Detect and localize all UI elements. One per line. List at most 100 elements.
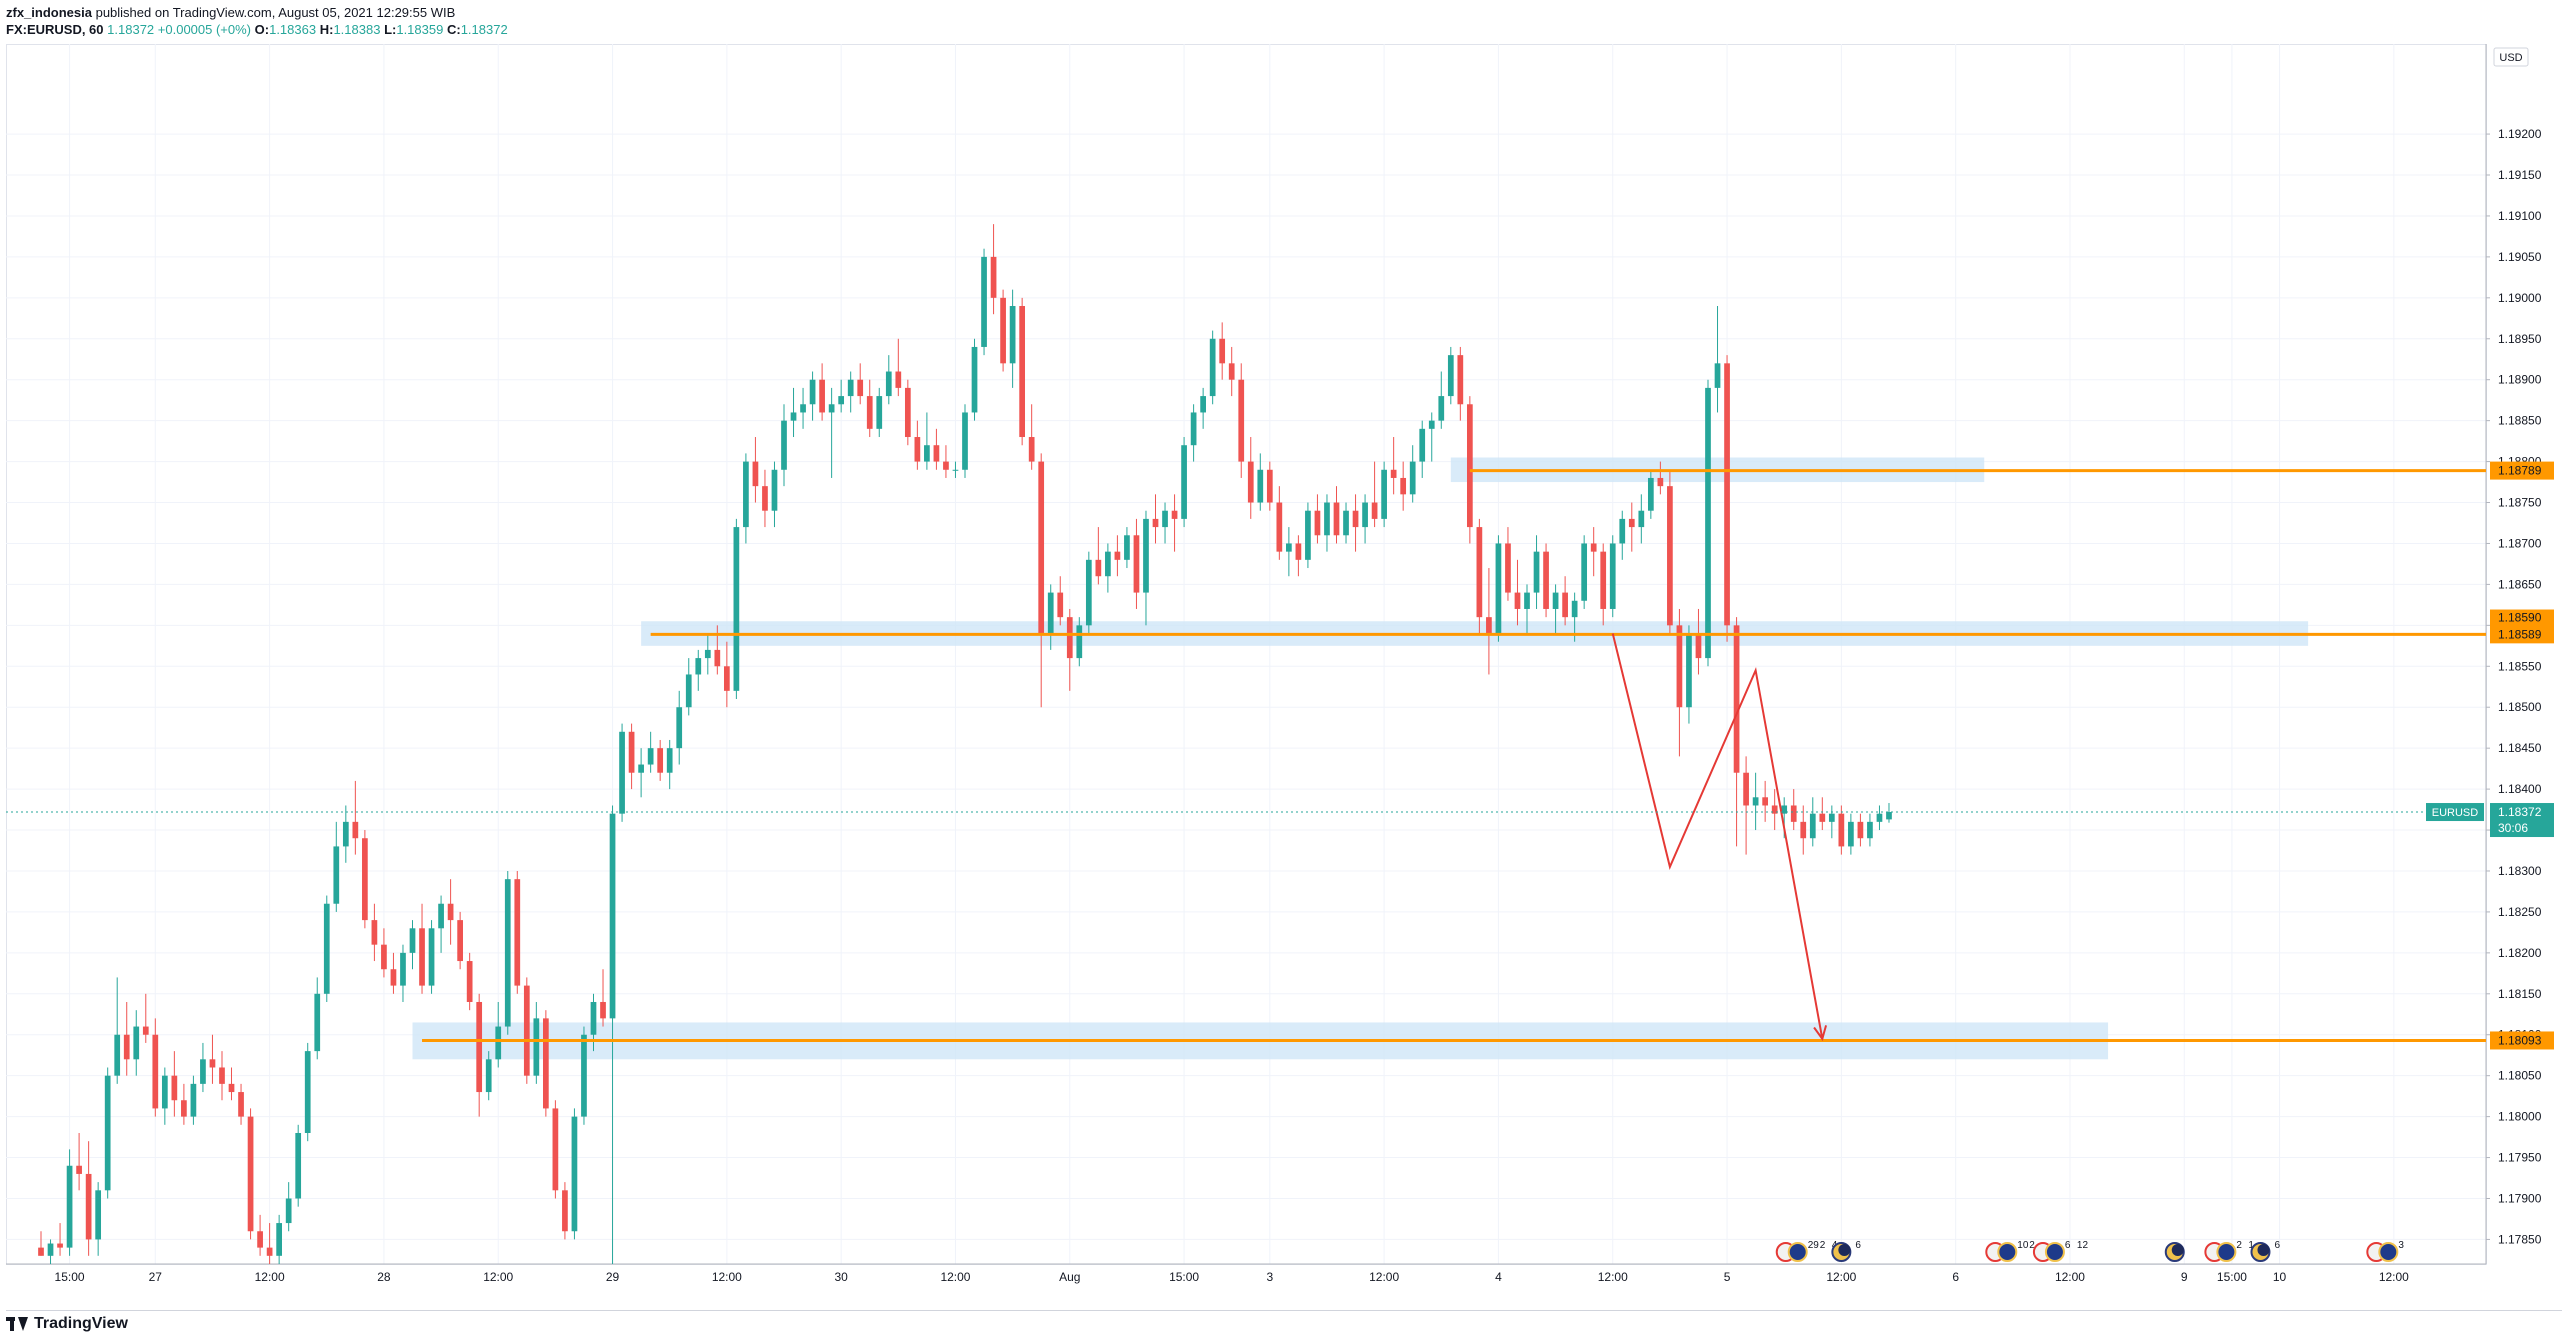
- candle-body: [362, 838, 368, 921]
- candle-body: [38, 1247, 44, 1256]
- candle-body: [142, 1026, 149, 1035]
- event-count-label: 10: [2017, 1240, 2029, 1251]
- candle-body: [1800, 821, 1807, 839]
- currency-label: USD: [2499, 52, 2522, 64]
- candle-body: [504, 879, 511, 1027]
- event-count-label: 1: [2248, 1240, 2254, 1251]
- y-tick-label: 1.19050: [2498, 250, 2542, 264]
- plot-frame: [6, 44, 2487, 1265]
- candle-body: [1419, 428, 1426, 462]
- candle-body: [1362, 502, 1368, 528]
- candle-body: [381, 944, 387, 970]
- candle-body: [209, 1059, 216, 1068]
- y-tick-label: 1.18850: [2498, 414, 2542, 428]
- candle-body: [609, 813, 616, 1019]
- candle-body: [1057, 592, 1064, 618]
- candle-body: [428, 928, 435, 986]
- candle-body: [200, 1059, 206, 1084]
- x-tick-label: 6: [1952, 1270, 1959, 1284]
- candle-body: [1257, 469, 1264, 503]
- candle-body: [685, 674, 692, 708]
- event-count-label: 6: [1855, 1240, 1861, 1251]
- candle-body: [847, 379, 854, 397]
- candle-body: [1314, 510, 1321, 536]
- candle-body: [1047, 592, 1054, 634]
- moon-icon-shadow: [1838, 1244, 1851, 1256]
- candle-body: [990, 256, 997, 298]
- x-tick-label: 5: [1724, 1270, 1731, 1284]
- x-tick-label: 15:00: [1169, 1270, 1199, 1284]
- chart-area[interactable]: 1.17850 1.17900 1.17950 1.18000 1.18050 1.181…: [6, 44, 2554, 1310]
- candle-body: [1381, 469, 1387, 519]
- candle-body: [228, 1083, 235, 1093]
- candle-body: [1019, 306, 1026, 438]
- x-tick-label: 12:00: [255, 1270, 285, 1284]
- high-value: 1.18383: [333, 22, 381, 37]
- candle-body: [1581, 543, 1588, 601]
- publisher-name[interactable]: zfx_indonesia: [6, 5, 92, 20]
- candlestick-chart[interactable]: 1.17850 1.17900 1.17950 1.18000 1.18050 1.181…: [6, 44, 2562, 1310]
- candle-body: [981, 256, 987, 347]
- candle-body: [562, 1190, 568, 1232]
- candle-body: [181, 1100, 187, 1117]
- event-count-label: 2: [2236, 1240, 2242, 1251]
- symbol-tag: [2426, 803, 2484, 822]
- candle-body: [1457, 355, 1464, 405]
- candle-body: [295, 1132, 302, 1199]
- us-eu-flags-icon: 10 2: [1985, 1240, 2035, 1262]
- candle-body: [76, 1165, 82, 1174]
- candle-body: [238, 1092, 244, 1117]
- current-price-tag: [2490, 803, 2554, 838]
- candle-body: [809, 379, 816, 405]
- event-count-label: 29: [1808, 1240, 1820, 1251]
- candle-body: [1524, 592, 1530, 609]
- published-text: published on TradingView.com, August 05,…: [95, 5, 456, 20]
- symbol-label[interactable]: FX:EURUSD, 60: [6, 22, 104, 37]
- chart-header: zfx_indonesia published on TradingView.c…: [6, 4, 508, 38]
- candle-body: [1590, 543, 1597, 552]
- candle-body: [885, 371, 892, 397]
- candle-body: [590, 1001, 597, 1035]
- x-tick-label: 9: [2181, 1270, 2188, 1284]
- level-price-tag: [2490, 609, 2554, 626]
- candle-body: [123, 1034, 130, 1060]
- candle-body: [419, 928, 425, 986]
- candle-body: [1714, 363, 1721, 388]
- candle-body: [104, 1075, 111, 1191]
- candle-body: [1562, 592, 1568, 618]
- candle-body: [190, 1083, 197, 1117]
- candle-body: [485, 1059, 492, 1093]
- candle-body: [114, 1034, 121, 1076]
- candle-body: [962, 412, 968, 470]
- candle-body: [714, 649, 721, 667]
- candle-body: [952, 469, 959, 471]
- eu-flag-icon: [1997, 1242, 2018, 1262]
- candle-body: [581, 1034, 587, 1117]
- candle-body: [304, 1051, 311, 1133]
- low-value: 1.18359: [396, 22, 444, 37]
- x-tick-label: 12:00: [940, 1270, 970, 1284]
- y-tick-label: 1.17950: [2498, 1151, 2542, 1165]
- us-eu-flags-icon: 2924: [1775, 1240, 1838, 1262]
- event-count-label: 12: [2077, 1240, 2089, 1251]
- candle-body: [247, 1116, 254, 1232]
- candle-body: [1124, 535, 1130, 560]
- candle-body: [1543, 551, 1549, 609]
- projection-arrowhead: [1813, 1025, 1828, 1042]
- symbol-tag-label: EURUSD: [2432, 807, 2479, 819]
- candle-body: [47, 1243, 54, 1256]
- candle-body: [1038, 461, 1045, 634]
- tradingview-logo[interactable]: TradingView: [6, 1315, 128, 1333]
- y-tick-label: 1.19150: [2498, 168, 2542, 182]
- candle-body: [1181, 445, 1187, 519]
- candle-body: [1114, 551, 1121, 560]
- candle-body: [1533, 551, 1540, 593]
- candle-body: [266, 1247, 273, 1256]
- y-tick-label: 1.19100: [2498, 209, 2542, 223]
- candle-body: [1628, 518, 1635, 528]
- x-tick-label: 12:00: [1826, 1270, 1856, 1284]
- x-tick-label: 12:00: [1598, 1270, 1628, 1284]
- y-tick-label: 1.18950: [2498, 332, 2542, 346]
- y-tick-label: 1.19000: [2498, 291, 2542, 305]
- candle-body: [1571, 600, 1578, 618]
